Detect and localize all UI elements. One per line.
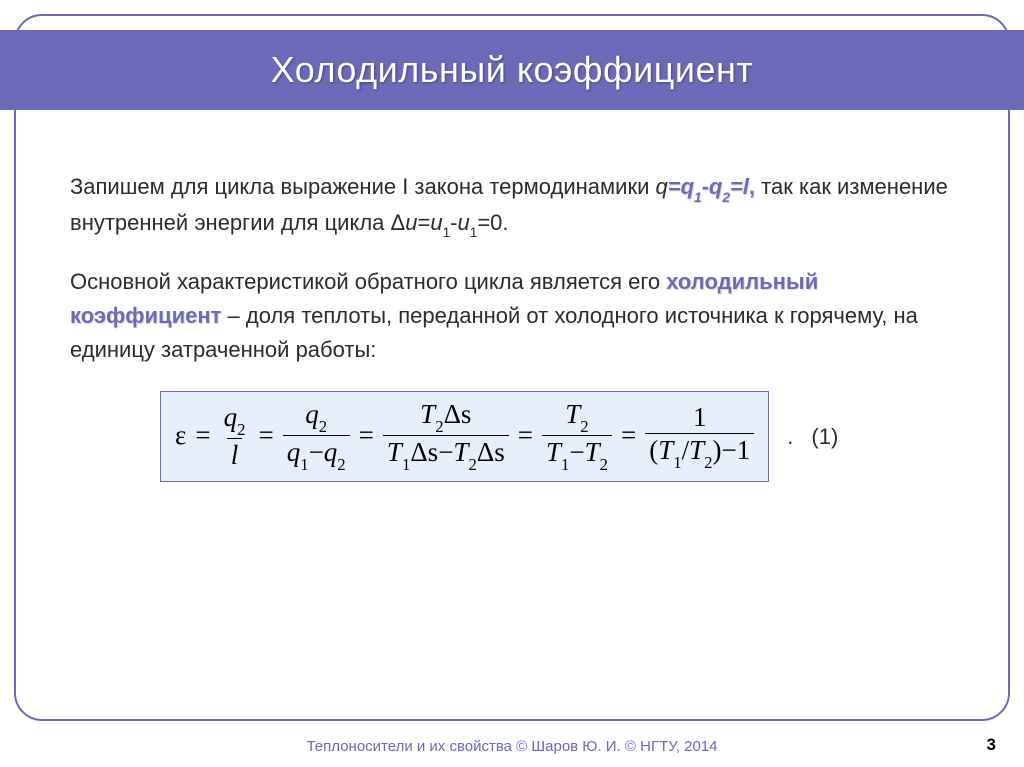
f4-op: − [569,437,584,467]
f5-one: 1 [737,435,751,465]
f5-das: 1 [673,453,681,472]
f1-num-sub: 2 [237,420,245,439]
p1-u2: u [458,210,470,235]
f4-ns: 2 [580,417,588,436]
frac-2: q2 q1−q2 [283,400,350,471]
f2-db: q [324,437,338,467]
f5-da: T [658,435,673,465]
f2-num-sub: 2 [319,417,327,436]
p1-eq-mid: -q [702,174,723,199]
p1-sub2: 2 [722,190,730,205]
f3-nb: Δs [444,399,472,429]
f3-na: T [420,399,435,429]
f4-das: 1 [561,455,569,474]
f3-dd: Δs [477,437,505,467]
f2-das: 1 [300,455,308,474]
p2-lead: Основной характеристикой обратного цикла… [70,269,666,294]
p1-s2: 1 [470,225,478,240]
f2-op: − [309,437,324,467]
f4-n: T [565,399,580,429]
epsilon: ε [175,415,186,457]
f1-den: l [231,440,239,470]
f5-n: 1 [693,402,707,432]
f4-db: T [585,437,600,467]
frac-4: T2 T1−T2 [542,400,612,471]
formula-row: ε = q2 l = q2 q1−q2 = T2Δs T1Δs−T2Δs [160,391,954,482]
f2-num: q [305,399,319,429]
f1-num: q [224,402,238,432]
p1-minus: - [450,210,457,235]
content-area: Запишем для цикла выражение I закона тер… [70,170,954,482]
footer: Теплоносители и их свойства © Шаров Ю. И… [0,738,1024,755]
p1-q: q [655,174,667,199]
eq2: = [258,415,273,457]
eq1: = [195,415,210,457]
equation: ε = q2 l = q2 q1−q2 = T2Δs T1Δs−T2Δs [175,400,754,471]
f5-o: ( [649,435,658,465]
p1-eq: = [417,210,430,235]
f5-dbs: 2 [704,453,712,472]
frac-1: q2 l [220,403,250,469]
title-band: Холодильный коэффициент [0,30,1024,110]
f4-dbs: 2 [600,455,608,474]
f5-sl: / [682,435,690,465]
f3-das: 1 [402,455,410,474]
eq5: = [621,415,636,457]
paragraph-2: Основной характеристикой обратного цикла… [70,265,954,367]
f5-db: T [689,435,704,465]
f3-op: − [438,437,453,467]
f4-da: T [546,437,561,467]
frac-5: 1 (T1/T2)−1 [645,403,754,469]
p1-comma: , [749,174,755,199]
f3-dcs: 2 [468,455,476,474]
eq4: = [518,415,533,457]
p1-eq-a: =q [668,174,694,199]
f3-dc: T [453,437,468,467]
p1-accent-eq: =q1-q2=l [668,174,749,199]
f3-nas: 2 [435,417,443,436]
p1-lead: Запишем для цикла выражение I закона тер… [70,174,655,199]
p1-zero: =0. [477,210,508,235]
frac-3: T2Δs T1Δs−T2Δs [383,400,509,471]
f5-op: − [722,435,737,465]
p1-s1: 1 [443,225,451,240]
f3-db: Δs [410,437,438,467]
footer-text: Теплоносители и их свойства © Шаров Ю. И… [0,738,1024,755]
f2-dbs: 2 [337,455,345,474]
page-number: 3 [987,735,996,755]
slide-title: Холодильный коэффициент [271,49,754,91]
f5-c: ) [713,435,722,465]
p1-eq-tail: =l [730,174,749,199]
formula-dot: . [787,420,793,454]
formula-label: (1) [811,420,838,454]
f3-da: T [387,437,402,467]
p1-u: u [405,210,417,235]
paragraph-1: Запишем для цикла выражение I закона тер… [70,170,954,241]
slide: Холодильный коэффициент Запишем для цикл… [0,0,1024,767]
eq3: = [359,415,374,457]
p1-sub1: 1 [694,190,702,205]
f2-da: q [287,437,301,467]
p1-u1: u [430,210,442,235]
formula-box: ε = q2 l = q2 q1−q2 = T2Δs T1Δs−T2Δs [160,391,769,482]
